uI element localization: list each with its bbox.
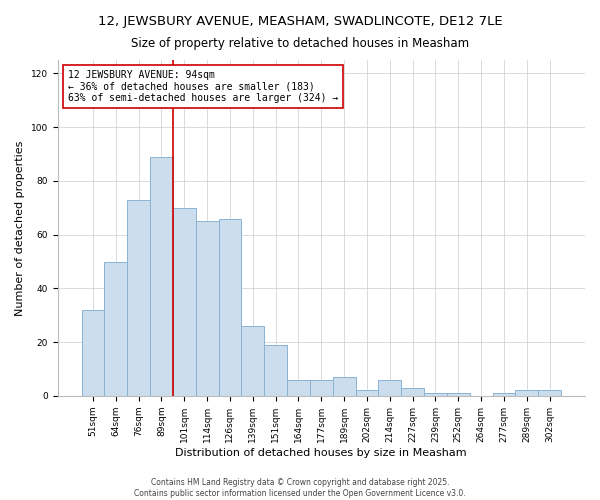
Bar [241, 326, 264, 396]
Bar [379, 380, 401, 396]
Bar [127, 200, 150, 396]
Bar [424, 393, 447, 396]
Bar [287, 380, 310, 396]
Bar [538, 390, 561, 396]
Bar [310, 380, 332, 396]
X-axis label: Distribution of detached houses by size in Measham: Distribution of detached houses by size … [175, 448, 467, 458]
Bar [104, 262, 127, 396]
Bar [82, 310, 104, 396]
Bar [356, 390, 379, 396]
Text: 12 JEWSBURY AVENUE: 94sqm
← 36% of detached houses are smaller (183)
63% of semi: 12 JEWSBURY AVENUE: 94sqm ← 36% of detac… [68, 70, 338, 103]
Bar [264, 345, 287, 396]
Bar [173, 208, 196, 396]
Bar [218, 218, 241, 396]
Bar [196, 221, 218, 396]
Bar [401, 388, 424, 396]
Text: Contains HM Land Registry data © Crown copyright and database right 2025.
Contai: Contains HM Land Registry data © Crown c… [134, 478, 466, 498]
Bar [150, 156, 173, 396]
Bar [493, 393, 515, 396]
Bar [447, 393, 470, 396]
Text: Size of property relative to detached houses in Measham: Size of property relative to detached ho… [131, 38, 469, 51]
Bar [515, 390, 538, 396]
Y-axis label: Number of detached properties: Number of detached properties [15, 140, 25, 316]
Bar [332, 377, 356, 396]
Text: 12, JEWSBURY AVENUE, MEASHAM, SWADLINCOTE, DE12 7LE: 12, JEWSBURY AVENUE, MEASHAM, SWADLINCOT… [98, 15, 502, 28]
